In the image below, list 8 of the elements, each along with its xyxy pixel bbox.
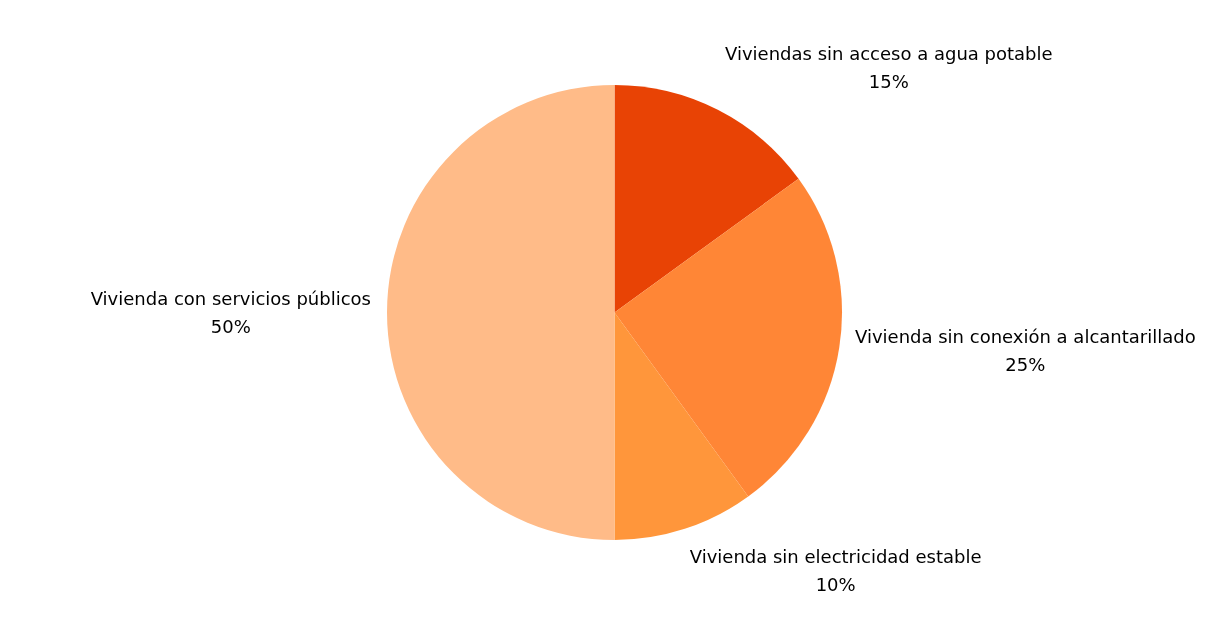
data-label: 10% bbox=[815, 573, 856, 595]
slice-label: Vivienda sin electricidad estable bbox=[689, 545, 982, 567]
data-label: 50% bbox=[210, 316, 251, 338]
slice-label: Vivienda con servicios públicos bbox=[90, 288, 371, 310]
slice-label: Viviendas sin acceso a agua potable bbox=[725, 43, 1053, 65]
data-label: 15% bbox=[868, 71, 909, 93]
data-label: 25% bbox=[1005, 354, 1046, 376]
slice-label: Vivienda sin conexión a alcantarillado bbox=[855, 326, 1196, 348]
